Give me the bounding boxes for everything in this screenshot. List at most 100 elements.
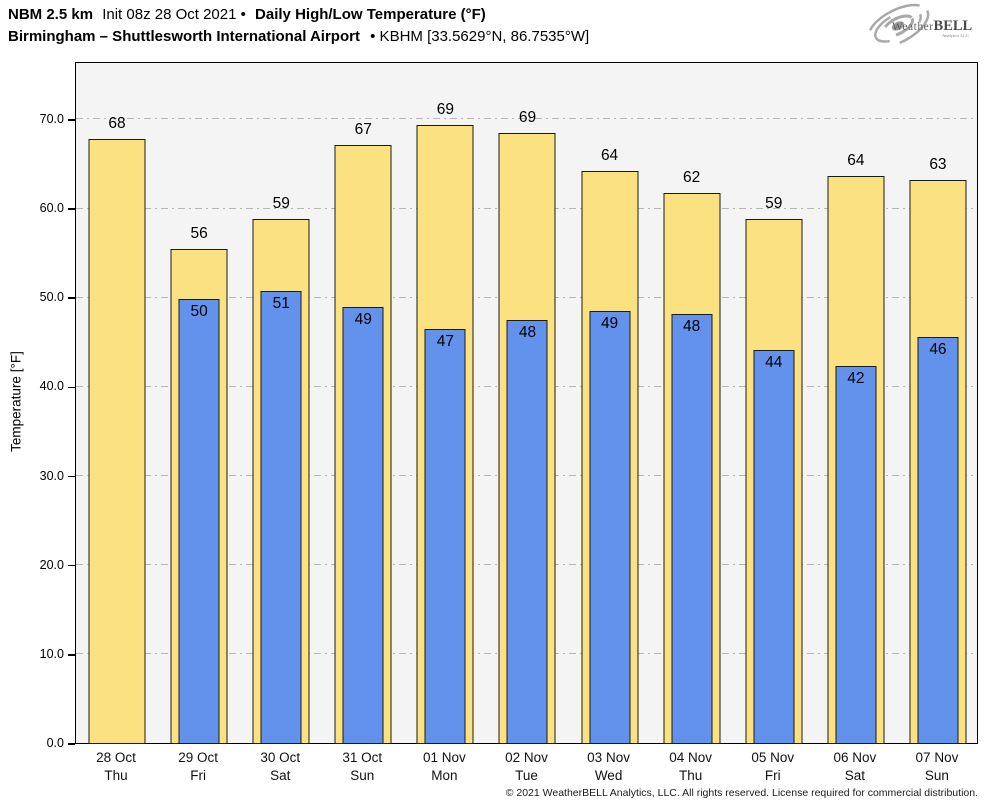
copyright-notice: © 2021 WeatherBELL Analytics, LLC. All r… [505, 787, 978, 799]
bar-group: 68 [76, 63, 158, 744]
x-tick-label: 01 Nov Mon [403, 749, 485, 785]
bars-layer: 68 56 50 59 51 67 49 69 47 69 48 64 49 62 48 59 44 64 42 63… [76, 63, 979, 744]
y-tick-label: 50.0 [39, 290, 64, 305]
bar-group: 62 48 [651, 63, 733, 744]
x-tick-date: 31 Oct [342, 750, 383, 765]
x-tick-day: Tue [515, 768, 538, 783]
x-tick-label: 03 Nov Wed [568, 749, 650, 785]
low-value-label: 49 [354, 311, 372, 329]
x-tick-date: 03 Nov [587, 750, 630, 765]
low-bar: 47 [424, 328, 466, 744]
station-coordinates: • KBHM [33.5629°N, 86.7535°W] [370, 28, 590, 45]
x-tick-date: 05 Nov [751, 750, 795, 765]
low-value-label: 49 [600, 314, 619, 332]
low-value-label: 48 [518, 323, 537, 341]
x-tick-date: 28 Oct [96, 750, 136, 765]
high-bar: 68 [88, 115, 146, 744]
low-bar: 51 [260, 291, 302, 744]
x-tick-day: Sat [270, 768, 291, 783]
y-tick-label: 30.0 [39, 468, 64, 483]
logo-text-weather: Weather [892, 21, 934, 33]
low-value-label: 48 [683, 318, 701, 336]
high-value-label: 59 [765, 194, 783, 212]
x-tick-date: 04 Nov [669, 750, 713, 765]
low-bar: 42 [835, 366, 877, 744]
y-tick-label: 10.0 [39, 646, 64, 661]
low-bar: 49 [589, 310, 631, 744]
y-tick-mark [68, 564, 75, 567]
plot-area: 68 56 50 59 51 67 49 69 47 69 48 64 49 62 48 59 44 64 42 63… [75, 62, 978, 744]
y-tick-label: 0.0 [46, 736, 64, 750]
x-tick-day: Sun [350, 768, 375, 783]
low-bar: 48 [671, 314, 713, 744]
chart-title-line1: NBM 2.5 km Init 08z 28 Oct 2021 • Daily … [8, 6, 486, 23]
low-value-label: 47 [436, 332, 455, 350]
logo-text-bell: BELL [934, 18, 973, 34]
x-tick-day: Sun [924, 768, 949, 783]
station-name: Birmingham – Shuttlesworth International… [8, 28, 360, 45]
x-tick-date: 29 Oct [178, 750, 218, 765]
bar-group: 64 49 [569, 63, 651, 744]
x-tick-label: 29 Oct Fri [157, 749, 239, 785]
y-tick-mark [68, 297, 75, 299]
y-tick-mark [68, 654, 75, 656]
logo-text: WeatherBELL [892, 18, 973, 34]
low-value-label: 44 [765, 353, 783, 371]
x-tick-label: 05 Nov Fri [732, 749, 814, 785]
model-name: NBM 2.5 km [8, 6, 94, 23]
low-value-label: 42 [847, 370, 865, 388]
low-bar: 49 [342, 307, 384, 744]
bar-group: 59 44 [733, 63, 815, 744]
y-tick-label: 60.0 [39, 201, 64, 216]
x-tick-label: 31 Oct Sun [321, 749, 403, 785]
x-tick-label: 04 Nov Thu [650, 749, 732, 785]
y-tick-mark [68, 208, 75, 210]
low-bar: 44 [753, 349, 795, 744]
high-value-label: 62 [683, 169, 701, 187]
low-bar: 46 [917, 337, 959, 744]
y-tick-label: 40.0 [39, 379, 64, 394]
x-tick-date: 06 Nov [833, 750, 877, 765]
x-tick-label: 30 Oct Sat [239, 749, 321, 785]
x-tick-label: 07 Nov Sun [896, 749, 978, 785]
x-tick-label: 28 Oct Thu [75, 749, 157, 785]
x-tick-date: 30 Oct [260, 750, 301, 765]
x-tick-date: 07 Nov [915, 750, 959, 765]
high-value-label: 68 [108, 114, 126, 132]
low-value-label: 51 [272, 295, 290, 313]
x-tick-date: 01 Nov [423, 750, 466, 765]
logo-subtitle: Analytics LLC [942, 33, 969, 38]
weatherbell-logo: WeatherBELL Analytics LLC [866, 3, 973, 49]
y-axis: Temperature [°F] 0.0 10.0 20.0 30.0 40.0 50.0… [0, 62, 75, 750]
low-bar: 48 [506, 319, 548, 744]
bar-group: 67 49 [322, 63, 404, 744]
x-tick-day: Wed [594, 768, 623, 783]
high-value-label: 64 [600, 146, 619, 164]
low-value-label: 46 [929, 341, 947, 359]
y-tick-mark [68, 386, 75, 389]
bar-group: 63 46 [897, 63, 979, 744]
x-tick-day: Fri [190, 768, 206, 783]
x-tick-day: Sat [844, 768, 865, 783]
x-tick-label: 06 Nov Sat [814, 749, 896, 785]
high-value-label: 59 [272, 194, 290, 212]
y-axis-title: Temperature [°F] [8, 351, 24, 452]
high-value-label: 56 [190, 225, 208, 243]
bar-group: 56 50 [158, 63, 240, 744]
bar-group: 64 42 [815, 63, 897, 744]
y-tick-label: 20.0 [39, 557, 64, 572]
y-tick-label: 70.0 [39, 111, 64, 126]
x-tick-day: Thu [679, 768, 703, 783]
x-tick-label: 02 Nov Tue [485, 749, 567, 785]
low-value-label: 50 [190, 303, 208, 321]
y-tick-mark [68, 475, 75, 478]
bar-group: 69 48 [486, 63, 568, 744]
x-tick-day: Thu [104, 768, 128, 783]
high-value-label: 67 [354, 120, 372, 138]
chart-title-line2: Birmingham – Shuttlesworth International… [8, 28, 589, 45]
low-bar: 50 [178, 299, 220, 744]
init-time: Init 08z 28 Oct 2021 • [102, 6, 246, 23]
high-value-label: 69 [518, 109, 537, 127]
x-tick-day: Fri [764, 768, 781, 783]
